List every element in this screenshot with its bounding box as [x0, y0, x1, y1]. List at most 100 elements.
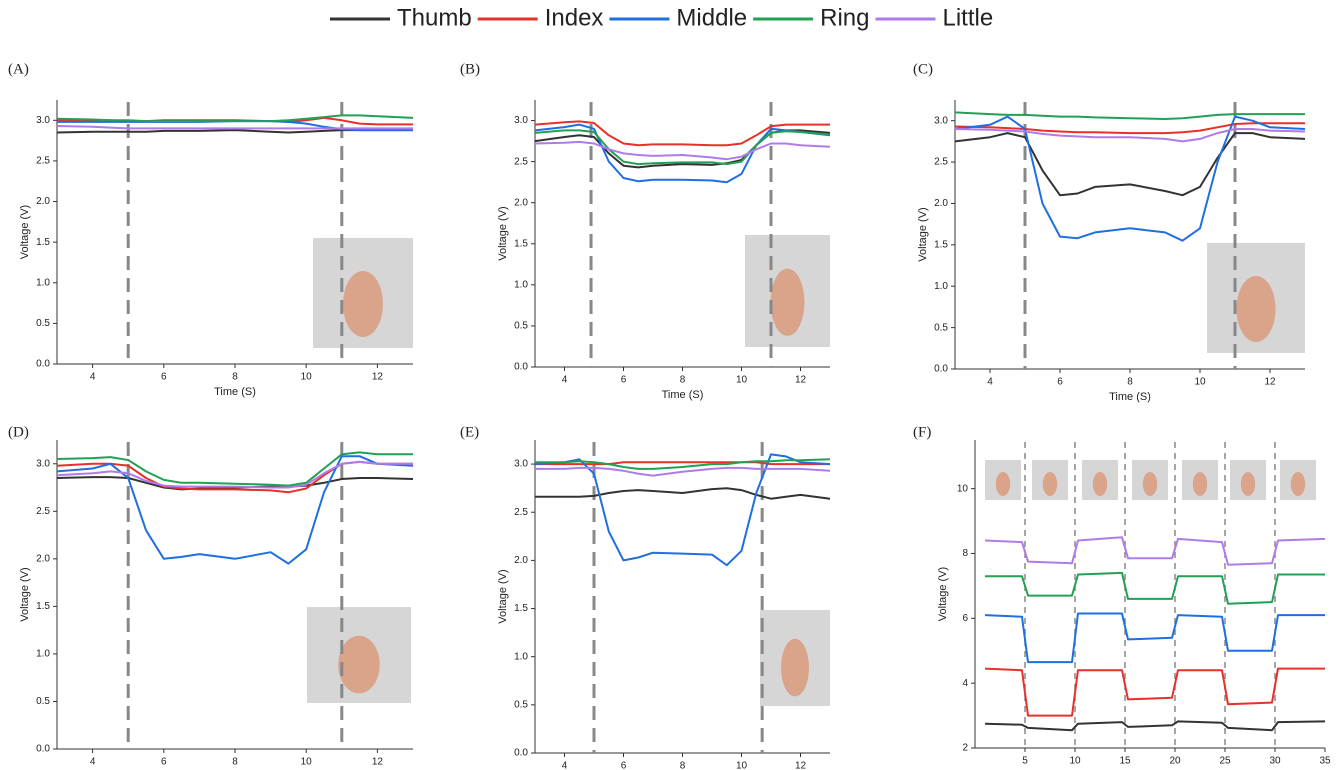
x-tick-label: 12 — [795, 375, 807, 386]
y-tick-label: 3.0 — [514, 459, 528, 470]
y-tick-label: 1.5 — [514, 603, 528, 614]
x-tick-label: 4 — [562, 761, 568, 770]
x-axis-title: Time (S) — [1109, 391, 1151, 403]
series-line — [535, 125, 830, 183]
x-tick-label: 6 — [621, 375, 627, 386]
hand-shape — [343, 271, 383, 337]
figure: ThumbIndexMiddleRingLittle(A)0.00.51.01.… — [0, 0, 1338, 770]
x-tick-label: 20 — [1169, 756, 1181, 767]
x-tick-label: 15 — [1119, 756, 1131, 767]
y-tick-label: 0.0 — [514, 362, 528, 373]
x-tick-label: 6 — [161, 372, 167, 383]
y-tick-label: 1.5 — [514, 238, 528, 249]
x-tick-label: 6 — [1057, 377, 1063, 388]
series-line — [535, 488, 830, 499]
y-tick-label: 1.0 — [934, 281, 948, 292]
hand-shape — [996, 472, 1010, 496]
hand-shape — [781, 639, 809, 697]
hand-shape — [771, 269, 805, 336]
x-axis-title: Time (S) — [662, 389, 704, 401]
y-tick-label: 1.0 — [36, 649, 50, 660]
panel-label: (E) — [460, 424, 479, 440]
y-tick-label: 0.0 — [36, 744, 50, 755]
series-line — [57, 452, 413, 485]
hand-shape — [1193, 472, 1207, 496]
y-axis-title: Voltage (V) — [19, 567, 31, 621]
x-tick-label: 10 — [736, 761, 748, 770]
panel-label: (A) — [8, 61, 29, 77]
x-tick-label: 6 — [161, 757, 167, 768]
panel: (F)2468105101520253035Time (S)Voltage (V… — [913, 424, 1331, 770]
series-line — [57, 115, 413, 121]
x-tick-label: 8 — [1127, 377, 1133, 388]
y-tick-label: 3.0 — [36, 458, 50, 469]
y-tick-label: 2.5 — [514, 507, 528, 518]
legend-label: Middle — [676, 4, 747, 31]
y-tick-label: 2.5 — [514, 156, 528, 167]
x-tick-label: 5 — [1022, 756, 1028, 767]
x-tick-label: 12 — [372, 757, 384, 768]
legend-label: Index — [545, 4, 604, 31]
y-tick-label: 0.5 — [934, 322, 948, 333]
x-tick-label: 10 — [1194, 377, 1206, 388]
x-tick-label: 10 — [301, 372, 313, 383]
series-line — [985, 721, 1325, 730]
y-tick-label: 0.0 — [934, 364, 948, 375]
y-axis-title: Voltage (V) — [937, 567, 949, 621]
y-tick-label: 2.5 — [36, 506, 50, 517]
x-axis-title: Time (S) — [214, 386, 256, 398]
y-tick-label: 0.0 — [514, 748, 528, 759]
panel-label: (D) — [8, 424, 29, 440]
x-tick-label: 25 — [1219, 756, 1231, 767]
x-tick-label: 4 — [90, 372, 96, 383]
series-line — [985, 614, 1325, 663]
y-axis-title: Voltage (V) — [497, 206, 509, 260]
y-tick-label: 1.5 — [934, 239, 948, 250]
y-tick-label: 0.5 — [514, 699, 528, 710]
hand-shape — [1291, 472, 1305, 496]
hand-shape — [1043, 472, 1057, 496]
y-axis-title: Voltage (V) — [497, 569, 509, 623]
y-tick-label: 2.0 — [36, 553, 50, 564]
y-tick-label: 3.0 — [36, 115, 50, 126]
y-tick-label: 0.5 — [514, 321, 528, 332]
x-tick-label: 8 — [232, 757, 238, 768]
panel-label: (C) — [913, 61, 933, 77]
y-tick-label: 2.5 — [36, 156, 50, 167]
series-line — [535, 462, 830, 464]
x-tick-label: 12 — [795, 761, 807, 770]
hand-shape — [1093, 472, 1107, 496]
y-tick-label: 2.0 — [514, 197, 528, 208]
y-axis-title: Voltage (V) — [19, 205, 31, 259]
series-line — [535, 468, 830, 476]
hand-shape — [338, 636, 380, 694]
series-line — [955, 133, 1305, 195]
y-tick-label: 2.0 — [36, 196, 50, 207]
series-line — [57, 126, 413, 128]
y-tick-label: 2.0 — [514, 555, 528, 566]
y-tick-label: 1.0 — [514, 279, 528, 290]
y-tick-label: 2 — [962, 743, 968, 754]
legend-label: Little — [942, 4, 993, 31]
y-tick-label: 3.0 — [934, 115, 948, 126]
x-tick-label: 4 — [562, 375, 568, 386]
x-tick-label: 4 — [987, 377, 993, 388]
y-tick-label: 0.5 — [36, 696, 50, 707]
series-line — [985, 669, 1325, 716]
y-axis-title: Voltage (V) — [917, 207, 929, 261]
y-tick-label: 10 — [957, 483, 969, 494]
hand-shape — [1241, 472, 1255, 496]
series-line — [955, 112, 1305, 119]
y-tick-label: 2.5 — [934, 157, 948, 168]
y-tick-label: 8 — [962, 548, 968, 559]
series-line — [955, 117, 1305, 241]
x-tick-label: 10 — [1069, 756, 1081, 767]
y-tick-label: 0.5 — [36, 318, 50, 329]
x-tick-label: 8 — [680, 375, 686, 386]
y-tick-label: 2.0 — [934, 198, 948, 209]
series-line — [985, 537, 1325, 565]
y-tick-label: 0.0 — [36, 359, 50, 370]
